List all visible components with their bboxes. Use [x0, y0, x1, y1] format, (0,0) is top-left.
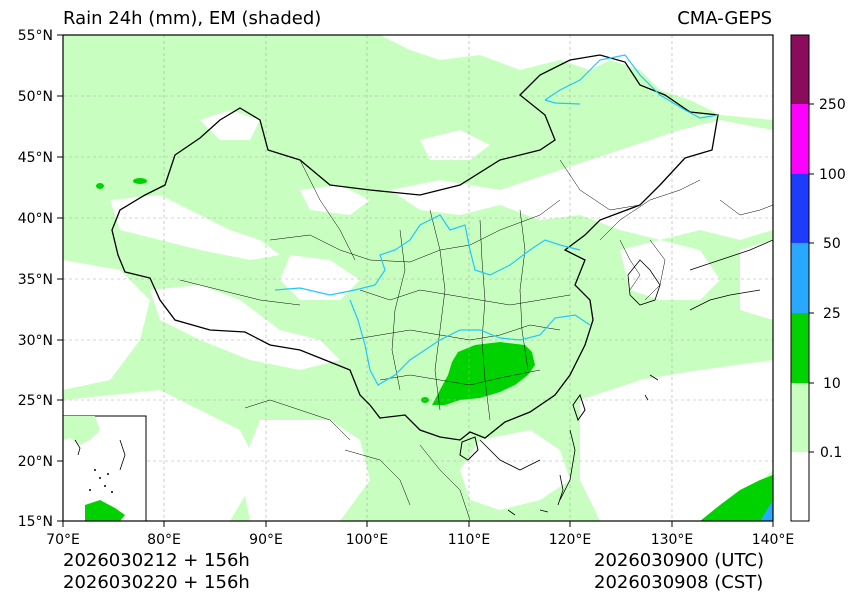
- lon-labels: 70°E 80°E 90°E 100°E 110°E 120°E 130°E 1…: [46, 532, 794, 548]
- lat-label: 40°N: [18, 211, 53, 227]
- colorbar: 0.1 10 25 50 100 250: [790, 34, 846, 522]
- map-title: Rain 24h (mm), EM (shaded): [63, 8, 322, 29]
- model-name: CMA-GEPS: [677, 8, 772, 29]
- colorbar-label: 250: [819, 97, 846, 113]
- coastlines: [479, 239, 773, 516]
- lon-label: 90°E: [249, 532, 283, 548]
- map-area: [63, 35, 773, 521]
- lon-label: 100°E: [346, 532, 389, 548]
- rain-25-50: [760, 500, 773, 521]
- lat-label: 45°N: [18, 150, 53, 166]
- lon-label: 130°E: [651, 532, 694, 548]
- country-border: [111, 54, 719, 441]
- hainan-coast: [459, 436, 479, 461]
- lat-label: 20°N: [18, 454, 53, 470]
- lon-label: 140°E: [752, 532, 795, 548]
- lat-label: 25°N: [18, 393, 53, 409]
- colorbar-segment-2: [791, 313, 809, 383]
- colorbar-segment-4: [791, 174, 809, 243]
- south-china-sea-inset: [62, 415, 147, 522]
- lon-label: 70°E: [46, 532, 80, 548]
- colorbar-label: 100: [819, 167, 846, 183]
- map-frame: [62, 34, 774, 522]
- colorbar-segment-6: [791, 35, 809, 104]
- lat-labels: 55°N 50°N 45°N 40°N 35°N 30°N 25°N 20°N …: [18, 28, 53, 530]
- lat-tick-marks: [57, 34, 63, 522]
- colorbar-segment-3: [791, 243, 809, 313]
- lat-label: 15°N: [18, 514, 53, 530]
- valid-time-cst: 2026030908 (CST): [594, 572, 764, 593]
- province-borders: [179, 159, 773, 521]
- lat-label: 50°N: [18, 89, 53, 105]
- lon-tick-marks: [62, 521, 774, 527]
- colorbar-segment-0: [791, 452, 809, 521]
- lat-label: 35°N: [18, 272, 53, 288]
- taiwan-coast: [572, 393, 586, 422]
- lon-label: 120°E: [549, 532, 592, 548]
- colorbar-segment-5: [791, 104, 809, 174]
- graticule: [63, 35, 773, 521]
- valid-time-utc: 2026030900 (UTC): [594, 550, 764, 571]
- colorbar-label: 25: [823, 306, 841, 322]
- lon-label: 80°E: [147, 532, 181, 548]
- rivers: [274, 54, 719, 386]
- lat-label: 55°N: [18, 28, 53, 44]
- init-time-utc: 2026030212 + 156h: [63, 550, 250, 571]
- init-time-cst: 2026030220 + 156h: [63, 572, 250, 593]
- colorbar-label: 50: [823, 236, 841, 252]
- colorbar-label: 10: [823, 376, 841, 392]
- colorbar-segment-1: [791, 383, 809, 452]
- lat-label: 30°N: [18, 333, 53, 349]
- lon-label: 110°E: [448, 532, 491, 548]
- colorbar-label: 0.1: [820, 445, 842, 461]
- rain-10-25: [96, 178, 773, 521]
